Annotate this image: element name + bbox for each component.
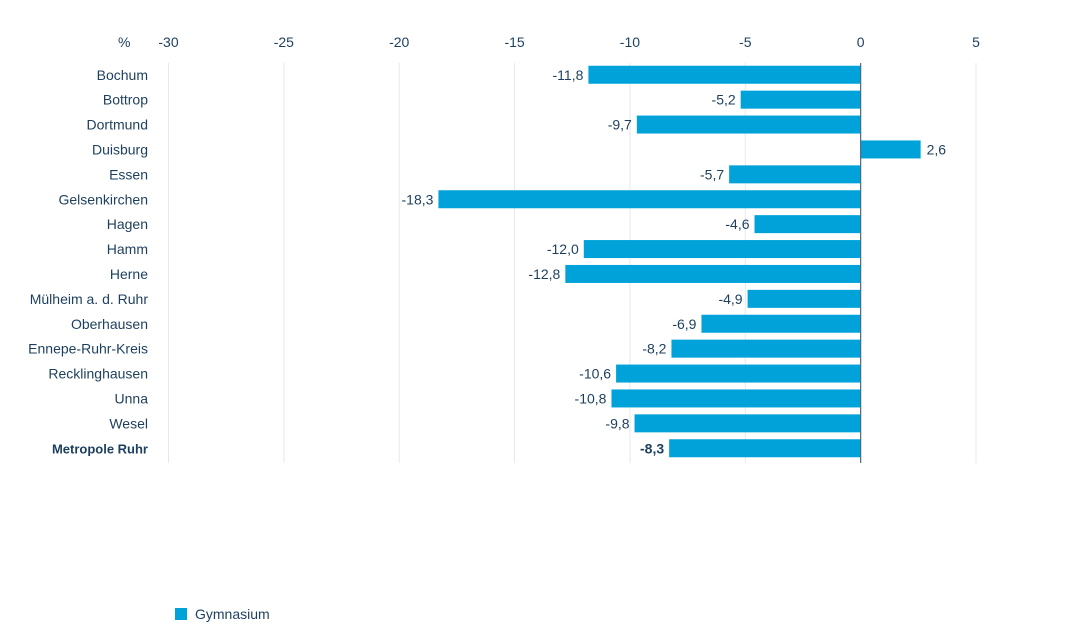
data-label: -11,8 bbox=[553, 67, 584, 83]
bar bbox=[740, 90, 861, 109]
data-label: -4,6 bbox=[725, 216, 749, 232]
data-label: -6,9 bbox=[672, 316, 696, 332]
bar bbox=[701, 314, 861, 333]
category-label: Hagen bbox=[107, 216, 148, 232]
category-label: Essen bbox=[109, 166, 148, 182]
legend-swatch bbox=[175, 608, 187, 620]
unit-label: % bbox=[118, 34, 130, 50]
x-tick-label: 0 bbox=[857, 34, 865, 50]
category-label: Bochum bbox=[97, 67, 148, 83]
data-label: -8,2 bbox=[642, 341, 666, 357]
bar bbox=[669, 439, 861, 458]
category-label: Oberhausen bbox=[71, 316, 148, 332]
bar bbox=[611, 389, 861, 408]
x-tick-label: -5 bbox=[739, 34, 752, 50]
category-label: Hamm bbox=[107, 241, 148, 257]
bar bbox=[634, 414, 861, 433]
bar bbox=[860, 140, 921, 159]
category-label: Dortmund bbox=[87, 117, 148, 133]
bar bbox=[754, 215, 861, 234]
bar bbox=[438, 190, 861, 209]
category-label: Wesel bbox=[109, 415, 148, 431]
bar bbox=[583, 240, 861, 259]
bar bbox=[588, 65, 861, 84]
legend: Gymnasium bbox=[175, 606, 270, 622]
x-tick-label: -25 bbox=[274, 34, 294, 50]
bar bbox=[729, 165, 861, 184]
legend-label: Gymnasium bbox=[195, 606, 270, 622]
data-label: -12,8 bbox=[528, 266, 560, 282]
category-label: Ennepe-Ruhr-Kreis bbox=[28, 341, 148, 357]
data-label: -4,9 bbox=[718, 291, 742, 307]
x-tick-label: -15 bbox=[504, 34, 524, 50]
data-label: -9,8 bbox=[605, 415, 629, 431]
bar bbox=[671, 339, 861, 358]
data-label: -10,6 bbox=[579, 366, 611, 382]
category-label: Gelsenkirchen bbox=[59, 191, 149, 207]
bar bbox=[565, 264, 861, 283]
data-label: -5,2 bbox=[712, 92, 736, 108]
category-label: Recklinghausen bbox=[48, 366, 148, 382]
bar bbox=[636, 115, 861, 134]
data-label: 2,6 bbox=[927, 141, 947, 157]
bar bbox=[747, 289, 861, 308]
category-label: Herne bbox=[110, 266, 148, 282]
data-label: -10,8 bbox=[575, 390, 607, 406]
category-label: Duisburg bbox=[92, 141, 148, 157]
x-tick-label: -10 bbox=[620, 34, 640, 50]
category-label: Unna bbox=[115, 390, 149, 406]
category-label: Bottrop bbox=[103, 92, 148, 108]
category-label: Metropole Ruhr bbox=[52, 441, 148, 456]
data-label: -9,7 bbox=[608, 117, 632, 133]
data-label: -18,3 bbox=[402, 191, 434, 207]
x-tick-label: -30 bbox=[158, 34, 178, 50]
data-label: -8,3 bbox=[640, 440, 664, 456]
data-label: -12,0 bbox=[547, 241, 579, 257]
bar-chart: % -30 -25 -20 -15 -10 -5 0 5 Bochum -11,8 Bottrop -5… bbox=[28, 34, 980, 463]
data-label: -5,7 bbox=[700, 166, 724, 182]
category-label: Mülheim a. d. Ruhr bbox=[30, 291, 149, 307]
x-tick-label: -20 bbox=[389, 34, 409, 50]
bar bbox=[616, 364, 861, 383]
x-tick-label: 5 bbox=[972, 34, 980, 50]
